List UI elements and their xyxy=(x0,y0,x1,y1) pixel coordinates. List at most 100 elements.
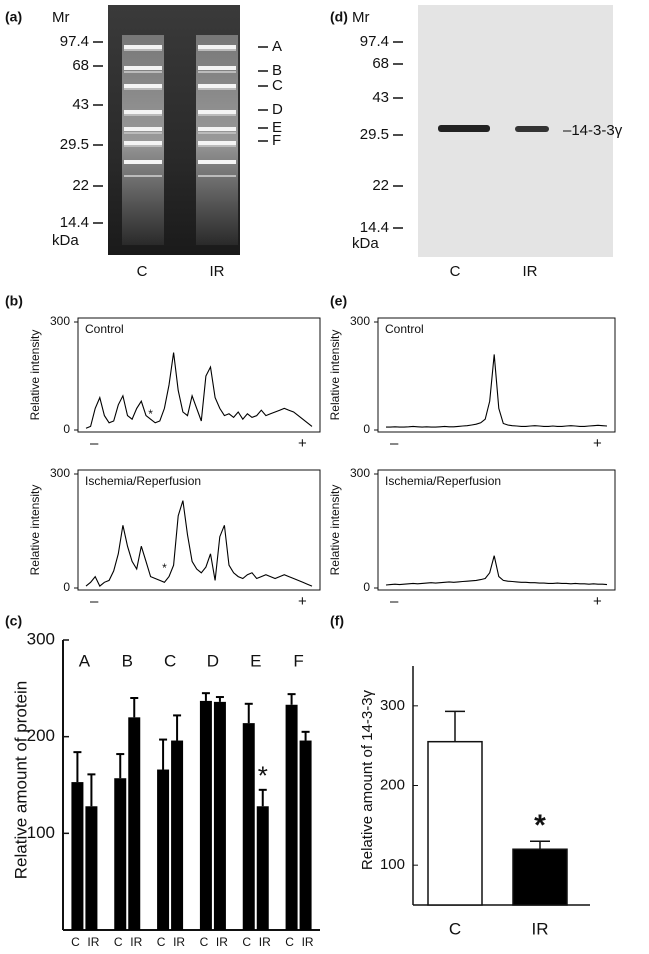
panel-label: (b) xyxy=(5,293,23,309)
marker-label: 97.4 xyxy=(60,33,89,50)
annotation: * xyxy=(148,407,153,421)
trace-title: Ischemia/Reperfusion xyxy=(85,474,201,488)
bar xyxy=(512,848,568,906)
gel-band xyxy=(198,145,236,147)
x-end-label: – xyxy=(90,593,99,610)
y-tick-label: 300 xyxy=(350,314,370,328)
trace-line xyxy=(385,555,608,586)
lane-label: IR xyxy=(523,263,538,280)
plot-frame xyxy=(77,317,321,433)
band-label: D xyxy=(272,101,283,118)
trace-line xyxy=(386,354,608,428)
marker-label: 14.4 xyxy=(60,214,89,231)
y-tick-label: 300 xyxy=(380,697,405,714)
bar xyxy=(285,704,298,930)
y-tick-label: 0 xyxy=(63,422,70,436)
bar xyxy=(85,806,98,930)
x-end-label: + xyxy=(298,593,307,610)
band-label: B xyxy=(272,62,282,79)
bar-label: IR xyxy=(87,935,99,949)
gel-band xyxy=(198,88,236,90)
x-end-label: + xyxy=(298,435,307,452)
bar xyxy=(157,769,170,930)
bar-label: C xyxy=(242,935,251,949)
plot-frame xyxy=(77,469,321,591)
gel-band xyxy=(124,45,162,49)
y-axis-label: Relative intensity xyxy=(328,485,342,576)
bar xyxy=(71,782,84,930)
blot-band xyxy=(515,126,549,132)
trace-line xyxy=(85,352,313,429)
y-tick-label: 100 xyxy=(27,823,55,842)
annotation: * xyxy=(534,809,546,842)
unit-label: kDa xyxy=(52,232,79,249)
bar-label: IR xyxy=(302,935,314,949)
trace-title: Ischemia/Reperfusion xyxy=(385,474,501,488)
band-label: E xyxy=(272,119,282,136)
bar xyxy=(256,806,269,930)
trace-line xyxy=(85,500,313,587)
gel-band xyxy=(124,132,162,134)
gel-band xyxy=(198,66,236,70)
x-end-label: + xyxy=(593,435,602,452)
y-tick-label: 0 xyxy=(363,580,370,594)
plot-frame xyxy=(377,469,616,591)
panel-label: (d) xyxy=(330,9,348,25)
x-end-label: – xyxy=(390,593,399,610)
bar xyxy=(128,717,141,930)
y-axis-label: Relative amount of 14-3-3γ xyxy=(359,689,376,870)
annotation: * xyxy=(162,561,167,575)
gel-band xyxy=(198,110,236,114)
trace-title: Control xyxy=(385,322,424,336)
gel-band xyxy=(124,49,162,51)
bar xyxy=(213,701,226,930)
group-label: D xyxy=(207,651,219,670)
marker-label: 29.5 xyxy=(360,126,389,143)
panel-label: (a) xyxy=(5,9,22,25)
y-tick-label: 300 xyxy=(50,314,70,328)
panel-label: (c) xyxy=(5,613,22,629)
gel-band xyxy=(124,110,162,114)
y-tick-label: 100 xyxy=(380,856,405,873)
bar xyxy=(299,740,312,930)
marker-label: 29.5 xyxy=(60,136,89,153)
annotation: * xyxy=(258,761,268,791)
bar-label: C xyxy=(157,935,166,949)
x-end-label: – xyxy=(90,435,99,452)
mr-label: Mr xyxy=(52,9,70,26)
bar xyxy=(171,740,184,930)
marker-label: 68 xyxy=(372,55,389,72)
x-end-label: – xyxy=(390,435,399,452)
y-tick-label: 300 xyxy=(50,466,70,480)
bar-label: C xyxy=(114,935,123,949)
gel-band xyxy=(124,66,162,70)
gel-band xyxy=(124,175,162,177)
group-label: C xyxy=(164,651,176,670)
x-tick-label: IR xyxy=(532,919,549,938)
panel-label: (e) xyxy=(330,293,347,309)
y-axis-label: Relative intensity xyxy=(28,485,42,576)
bar xyxy=(427,740,483,906)
gel-band xyxy=(124,145,162,147)
y-tick-label: 300 xyxy=(27,629,55,648)
marker-label: 22 xyxy=(72,177,89,194)
gel-band xyxy=(124,71,162,73)
gel-band xyxy=(124,114,162,116)
bar xyxy=(114,778,127,930)
gel-band xyxy=(198,141,236,145)
lane-label: IR xyxy=(210,263,225,280)
group-label: B xyxy=(122,651,133,670)
x-tick-label: C xyxy=(449,919,461,938)
bar-label: IR xyxy=(173,935,185,949)
group-label: F xyxy=(293,651,303,670)
gel-band xyxy=(198,127,236,131)
gel-band xyxy=(198,45,236,49)
plot-frame xyxy=(377,317,616,433)
mr-label: Mr xyxy=(352,9,370,26)
y-axis-label: Relative intensity xyxy=(28,330,42,421)
y-tick-label: 300 xyxy=(350,466,370,480)
gel-band xyxy=(124,84,162,88)
band-label: A xyxy=(272,38,282,55)
marker-label: 22 xyxy=(372,177,389,194)
